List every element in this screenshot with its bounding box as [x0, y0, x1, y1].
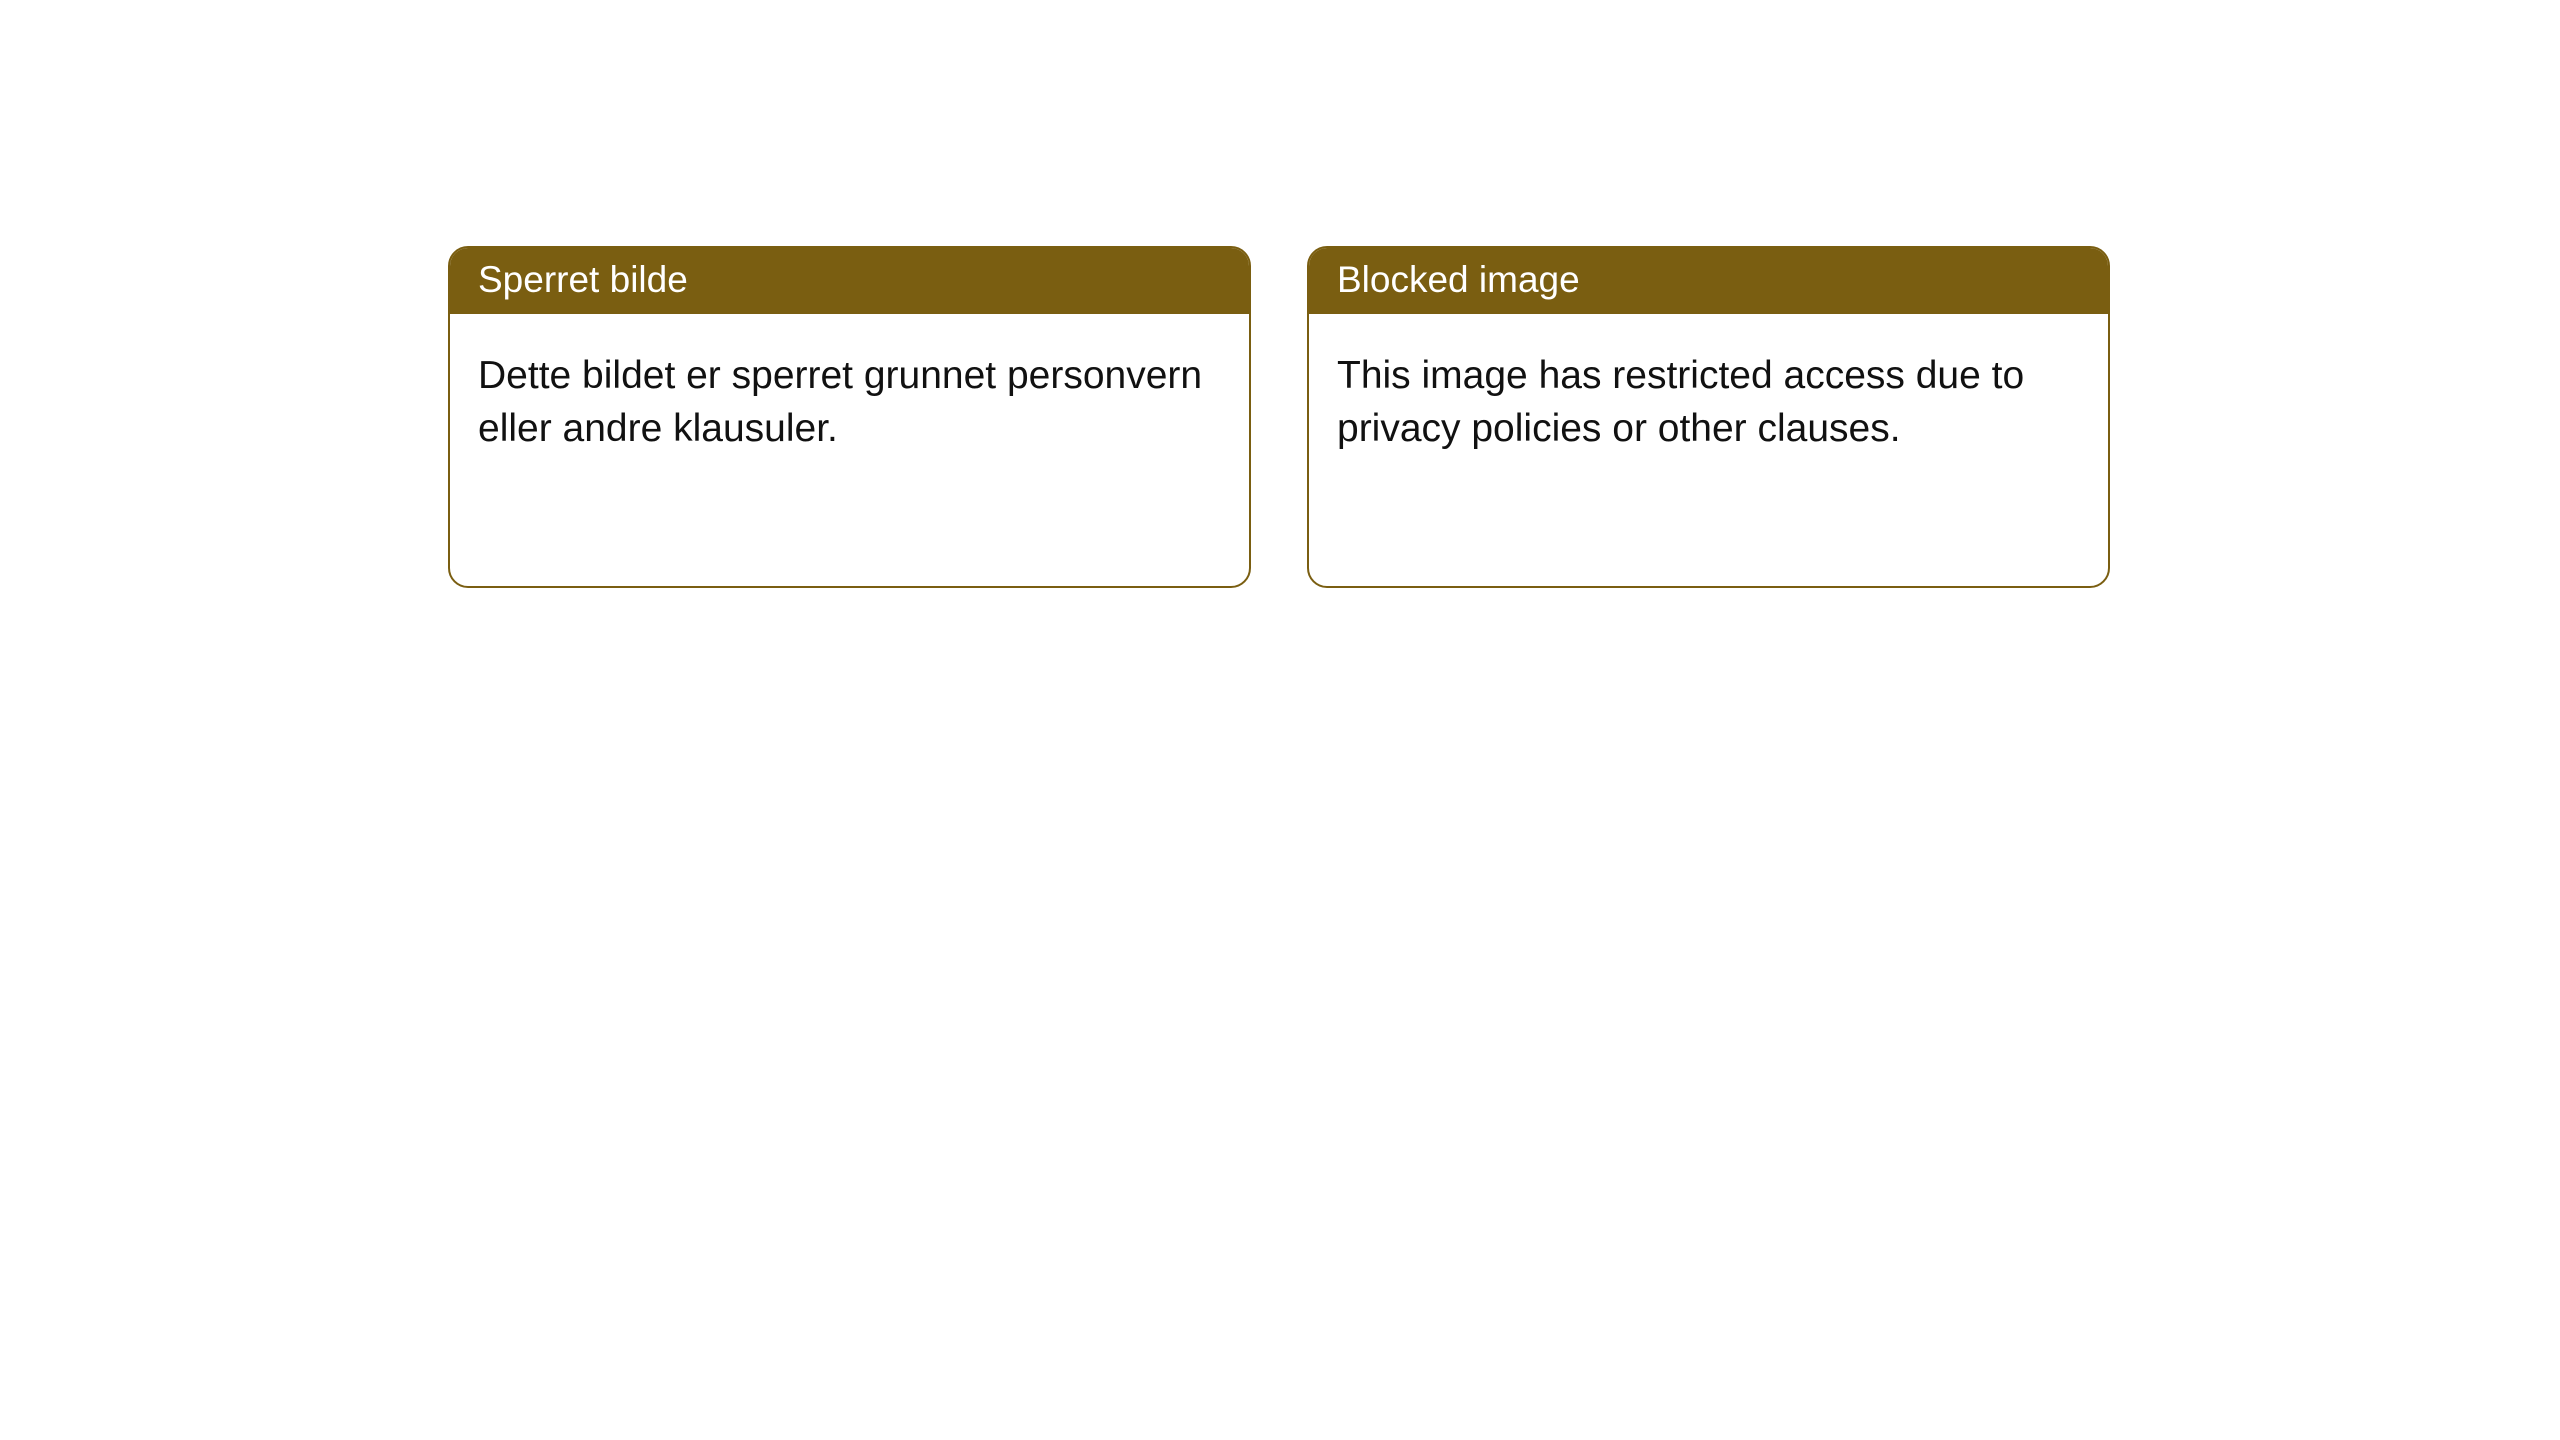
notice-card-english: Blocked image This image has restricted … — [1307, 246, 2110, 588]
notice-card-title: Sperret bilde — [478, 259, 688, 300]
notice-card-header: Blocked image — [1309, 248, 2108, 314]
notice-card-text: Dette bildet er sperret grunnet personve… — [478, 350, 1221, 455]
notice-card-norwegian: Sperret bilde Dette bildet er sperret gr… — [448, 246, 1251, 588]
notice-card-title: Blocked image — [1337, 259, 1580, 300]
notice-card-header: Sperret bilde — [450, 248, 1249, 314]
notice-card-text: This image has restricted access due to … — [1337, 350, 2080, 455]
notice-card-body: Dette bildet er sperret grunnet personve… — [450, 314, 1249, 586]
notice-card-body: This image has restricted access due to … — [1309, 314, 2108, 586]
notice-cards-container: Sperret bilde Dette bildet er sperret gr… — [0, 0, 2560, 588]
